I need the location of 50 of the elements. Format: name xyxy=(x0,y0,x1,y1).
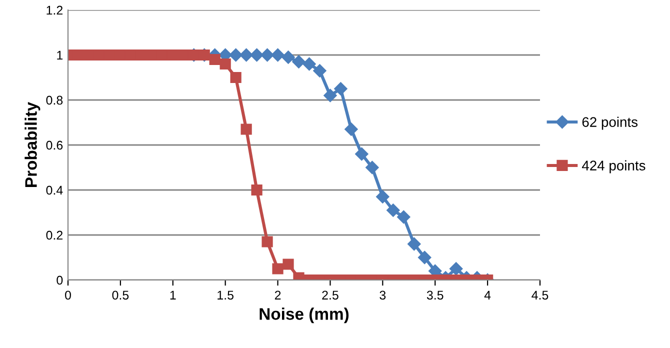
legend-label: 62 points xyxy=(582,116,638,130)
y-tick-label: 0.8 xyxy=(46,96,63,105)
point xyxy=(229,48,242,62)
point xyxy=(334,82,348,96)
x-tick-label: 0 xyxy=(65,290,71,300)
point xyxy=(292,55,306,68)
point xyxy=(209,54,220,66)
x-tick-label: 1 xyxy=(170,290,176,300)
point xyxy=(344,122,358,136)
point xyxy=(178,49,189,61)
point xyxy=(355,147,368,161)
y-tick-label: 0.4 xyxy=(46,186,63,195)
y-tick-label: 0.2 xyxy=(46,230,63,240)
x-tick-label: 2 xyxy=(274,290,281,300)
x-tick-label: 3 xyxy=(380,290,386,300)
x-tick-label: 2.5 xyxy=(322,290,338,300)
x-tick-label: 3.5 xyxy=(426,290,444,300)
point xyxy=(125,49,136,61)
point xyxy=(260,48,274,62)
point xyxy=(220,58,231,70)
x-tick-label: 4.5 xyxy=(532,290,548,300)
point xyxy=(324,88,337,102)
point xyxy=(282,50,295,64)
point xyxy=(167,49,178,61)
point xyxy=(302,57,316,71)
point xyxy=(240,48,253,62)
point xyxy=(146,49,158,61)
point xyxy=(156,49,168,61)
x-tick-label: 1.5 xyxy=(218,290,234,300)
y-axis-title: Probability xyxy=(24,102,40,187)
point xyxy=(136,49,147,61)
point xyxy=(83,49,95,61)
point xyxy=(313,64,326,78)
y-tick-label: 0 xyxy=(56,276,63,285)
point xyxy=(104,49,116,61)
legend-label: 424 points xyxy=(582,160,646,174)
y-tick-label: 0.6 xyxy=(46,140,63,150)
point xyxy=(114,49,126,61)
x-axis-title: Noise (mm) xyxy=(260,308,349,324)
point xyxy=(230,72,242,84)
y-tick-label: 1 xyxy=(57,50,63,60)
x-tick-label: 4 xyxy=(484,290,491,300)
y-tick-label: 1.2 xyxy=(46,6,63,15)
point xyxy=(271,48,284,62)
point xyxy=(94,49,106,61)
point xyxy=(366,160,379,174)
point xyxy=(250,48,264,62)
point xyxy=(240,124,252,135)
point xyxy=(72,49,84,61)
x-tick-label: 0.5 xyxy=(112,290,129,300)
